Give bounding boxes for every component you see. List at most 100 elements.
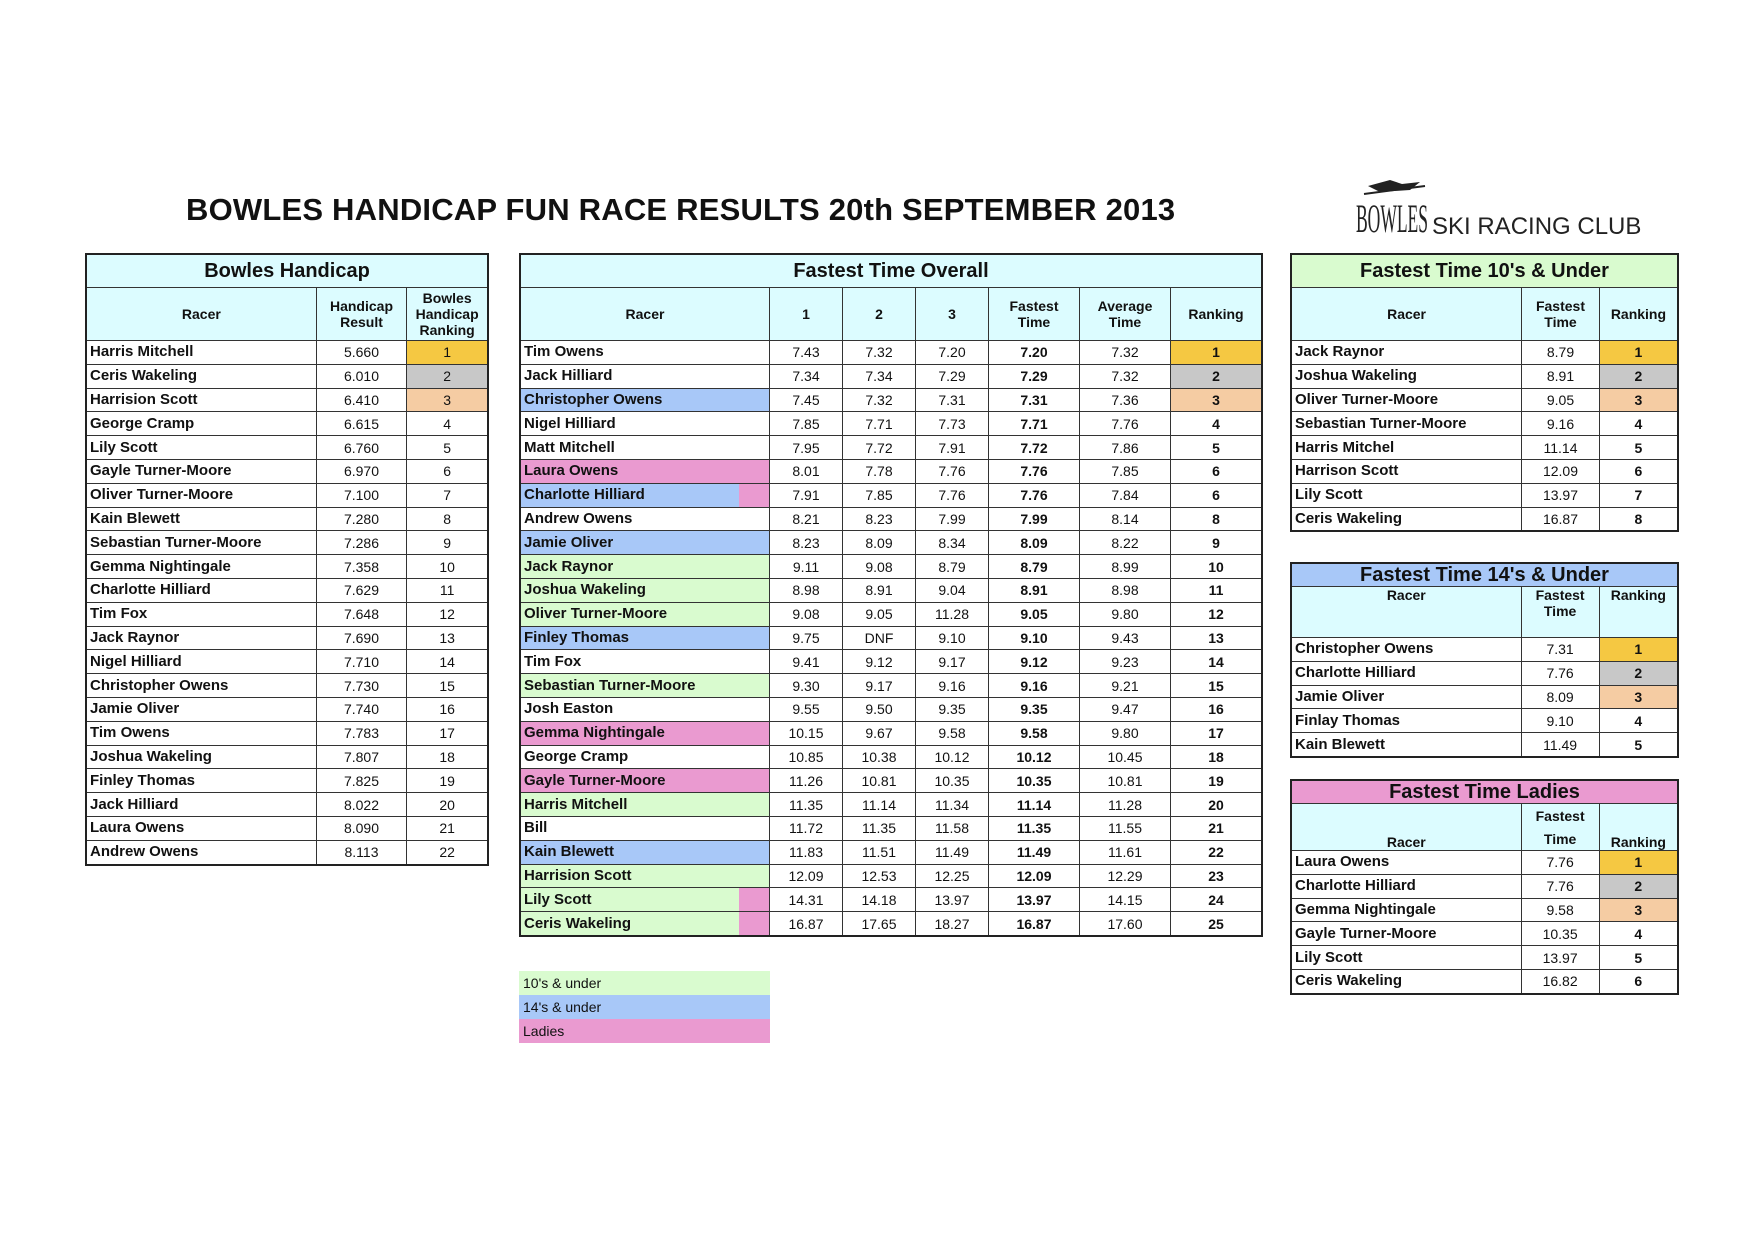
ranking-value: 1 — [1170, 340, 1263, 365]
fastest-time: 11.49 — [988, 839, 1080, 865]
fastest-time: 11.14 — [988, 792, 1080, 817]
average-time: 7.36 — [1079, 387, 1171, 413]
ranking-value: 3 — [1170, 387, 1263, 413]
ranking-value: 2 — [1598, 873, 1679, 899]
col-fastest-time: Fastest Time — [988, 287, 1080, 341]
run-3-time: 18.27 — [915, 911, 989, 937]
ranking-value: 6 — [406, 458, 489, 484]
ranking-value: 7 — [406, 482, 489, 508]
average-time: 8.99 — [1079, 554, 1171, 579]
run-3-time: 7.31 — [915, 387, 989, 413]
col-ranking: Ranking — [1598, 586, 1679, 638]
average-time: 9.47 — [1079, 696, 1171, 722]
ranking-value: 9 — [406, 530, 489, 556]
run-2-time: 9.08 — [842, 554, 916, 579]
fastest-time: 8.91 — [988, 577, 1080, 603]
table-row: Josh Easton 9.55 9.50 9.35 9.35 9.47 16 — [519, 696, 1263, 722]
racer-name: Oliver Turner-Moore — [519, 601, 770, 627]
tens-table: Fastest Time 10's & Under Racer Fastest … — [1290, 253, 1679, 533]
result-value: 7.31 — [1520, 637, 1600, 662]
run-1-time: 9.75 — [769, 625, 843, 651]
col-handicap-ranking: Bowles Handicap Ranking — [406, 287, 489, 341]
table-row: Christopher Owens 7.730 15 — [85, 673, 489, 698]
racer-name: Nigel Hilliard — [85, 649, 317, 675]
racer-name: Tim Owens — [85, 720, 317, 746]
average-time: 7.76 — [1079, 411, 1171, 437]
racer-name: Nigel Hilliard — [519, 411, 770, 437]
ranking-value: 6 — [1598, 968, 1679, 995]
table-row: Harrision Scott 6.410 3 — [85, 387, 489, 413]
racer-name: Gayle Turner-Moore — [85, 458, 317, 484]
fastest-time: 10.12 — [988, 744, 1080, 770]
fastest-time: 7.99 — [988, 506, 1080, 532]
fastest-time: 11.35 — [988, 815, 1080, 841]
racer-name: Josh Easton — [519, 696, 770, 722]
result-value: 7.286 — [315, 530, 408, 556]
ranking-value: 9 — [1170, 530, 1263, 556]
run-3-time: 11.34 — [915, 792, 989, 817]
racer-name: Matt Mitchell — [519, 435, 770, 460]
col-racer: Racer — [1290, 586, 1522, 638]
run-3-time: 11.49 — [915, 839, 989, 865]
average-time: 7.84 — [1079, 482, 1171, 508]
ranking-value: 18 — [1170, 744, 1263, 770]
racer-name: Harris Mitchell — [519, 792, 770, 817]
col-run-3: 3 — [915, 287, 989, 341]
result-value: 7.783 — [315, 720, 408, 746]
ranking-value: 2 — [1170, 363, 1263, 389]
result-value: 8.79 — [1521, 340, 1600, 365]
racer-name: Bill — [519, 815, 770, 841]
table-row: Sebastian Turner-Moore 9.16 4 — [1290, 411, 1679, 437]
result-value: 6.010 — [315, 363, 408, 389]
run-2-time: 7.32 — [842, 340, 916, 365]
ranking-value: 19 — [406, 768, 489, 794]
fastest-time: 7.20 — [988, 340, 1080, 365]
run-1-time: 7.43 — [769, 340, 843, 365]
run-3-time: 7.76 — [915, 458, 989, 484]
table-row: Finlay Thomas 9.10 4 — [1290, 708, 1679, 734]
ranking-value: 20 — [1170, 792, 1263, 817]
result-value: 11.14 — [1521, 435, 1600, 460]
fastest-time: 7.31 — [988, 387, 1080, 413]
col-run-1: 1 — [769, 287, 843, 341]
table-row: Ceris Wakeling 16.87 8 — [1290, 506, 1679, 532]
ladies-title: Fastest Time Ladies — [1290, 779, 1679, 804]
ranking-value: 17 — [1170, 720, 1263, 746]
ranking-value: 4 — [1598, 708, 1679, 734]
ranking-value: 6 — [1170, 458, 1263, 484]
racer-name: Kain Blewett — [85, 506, 317, 532]
run-1-time: 8.01 — [769, 458, 843, 484]
racer-name: Ceris Wakeling — [85, 363, 317, 389]
table-row: Ceris Wakeling 16.82 6 — [1290, 968, 1679, 995]
table-row: Gayle Turner-Moore 11.26 10.81 10.35 10.35 10… — [519, 768, 1263, 794]
racer-name: Finlay Thomas — [1290, 708, 1522, 734]
racer-name: Tim Fox — [85, 601, 317, 627]
racer-name: Finley Thomas — [85, 768, 317, 794]
run-1-time: 10.15 — [769, 720, 843, 746]
fastest-time: 7.76 — [988, 482, 1080, 508]
average-time: 8.98 — [1079, 577, 1171, 603]
ranking-value: 14 — [1170, 649, 1263, 675]
racer-name: Laura Owens — [1290, 850, 1522, 875]
ranking-value: 15 — [406, 673, 489, 698]
racer-name: Lily Scott — [1290, 945, 1522, 970]
result-value: 7.100 — [315, 482, 408, 508]
average-time: 7.32 — [1079, 363, 1171, 389]
table-row: Kain Blewett 7.280 8 — [85, 506, 489, 532]
fastest-time: 9.10 — [988, 625, 1080, 651]
ranking-value: 8 — [1170, 506, 1263, 532]
col-fastest-top: Fastest — [1520, 803, 1600, 827]
result-value: 16.82 — [1520, 968, 1600, 995]
racer-name: George Cramp — [519, 744, 770, 770]
fastest-time: 9.35 — [988, 696, 1080, 722]
racer-name: Harrison Scott — [1290, 458, 1523, 484]
ranking-value: 11 — [406, 577, 489, 603]
table-row: Laura Owens 8.090 21 — [85, 815, 489, 841]
ranking-value: 25 — [1170, 911, 1263, 937]
racer-name: Charlotte Hilliard — [85, 577, 317, 603]
table-row: Harrision Scott 12.09 12.53 12.25 12.09 12.29… — [519, 863, 1263, 889]
average-time: 8.22 — [1079, 530, 1171, 556]
result-value: 8.113 — [315, 839, 408, 866]
table-row: Jack Raynor 7.690 13 — [85, 625, 489, 651]
svg-text:BOWLES: BOWLES — [1356, 196, 1428, 241]
